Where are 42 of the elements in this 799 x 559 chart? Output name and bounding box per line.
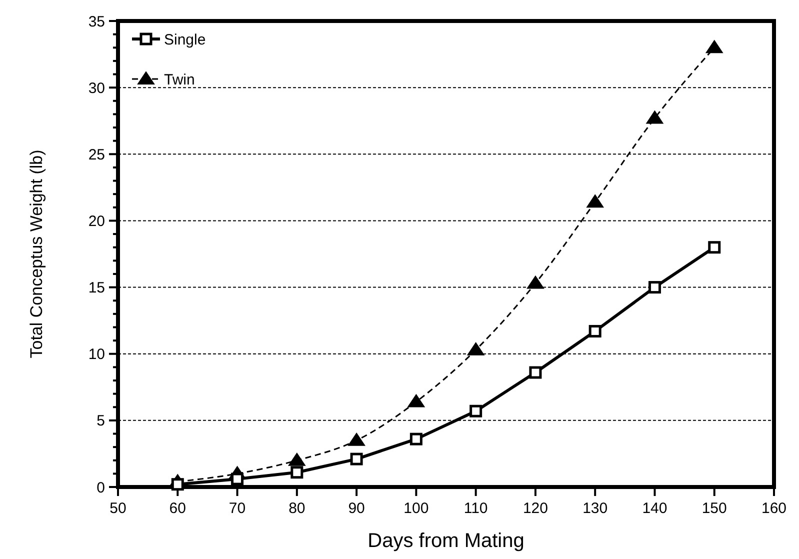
y-tick-label: 5 xyxy=(96,412,105,430)
y-tick-label: 0 xyxy=(96,479,105,496)
y-tick-label: 25 xyxy=(88,146,105,164)
x-tick-label: 70 xyxy=(228,500,246,517)
point xyxy=(350,452,363,466)
x-tick-label: 90 xyxy=(348,500,365,517)
x-tick-label: 110 xyxy=(464,500,488,517)
point xyxy=(231,472,244,486)
y-tick-label: 30 xyxy=(88,80,105,97)
y-tick-label: 35 xyxy=(88,13,105,30)
point xyxy=(171,478,184,491)
y-axis-title: Total Conceptus Weight (lb) xyxy=(27,150,46,358)
point xyxy=(408,394,425,408)
point xyxy=(348,432,366,446)
point xyxy=(708,241,721,254)
y-tick-label: 20 xyxy=(88,212,105,230)
point xyxy=(288,452,306,466)
x-tick-label: 100 xyxy=(404,500,429,517)
y-tick-label: 15 xyxy=(88,280,105,297)
x-axis-title: Days from Mating xyxy=(368,530,524,552)
point xyxy=(588,324,602,338)
x-tick-label: 50 xyxy=(110,500,126,517)
legend-label: Single xyxy=(164,31,206,48)
x-tick-label: 80 xyxy=(288,500,306,517)
point xyxy=(467,342,484,356)
x-tick-label: 130 xyxy=(582,500,608,517)
point xyxy=(470,404,482,418)
point xyxy=(648,281,661,294)
point xyxy=(410,432,422,446)
x-tick-label: 150 xyxy=(702,500,727,517)
point xyxy=(290,466,304,479)
x-tick-label: 60 xyxy=(169,500,186,517)
point xyxy=(646,110,664,124)
point xyxy=(529,366,542,379)
point xyxy=(526,276,544,289)
point xyxy=(706,40,723,54)
x-tick-label: 160 xyxy=(761,500,787,517)
legend-label: Twin xyxy=(164,71,195,88)
x-tick-label: 140 xyxy=(642,500,668,517)
point xyxy=(586,194,604,208)
y-tick-label: 10 xyxy=(88,346,105,364)
x-tick-label: 120 xyxy=(522,500,548,517)
